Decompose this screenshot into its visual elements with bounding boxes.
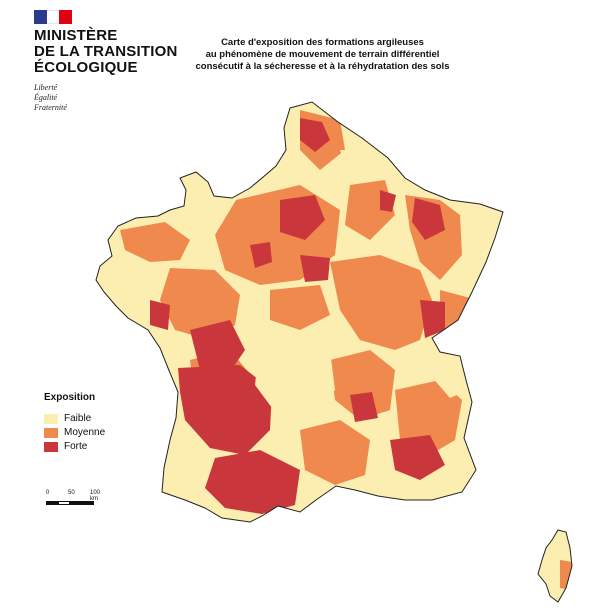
map-title: Carte d'exposition des formations argile… (180, 37, 465, 73)
scale-segment-3 (70, 501, 94, 505)
ministry-line-2: DE LA TRANSITION (34, 43, 178, 60)
scale-segments (46, 501, 94, 505)
legend-item-moyenne: Moyenne (44, 426, 105, 439)
legend: Exposition Faible Moyenne Forte (44, 392, 105, 454)
motto-line-2: Égalité (34, 93, 58, 102)
legend-label-moyenne: Moyenne (64, 427, 106, 438)
map-title-line-1: Carte d'exposition des formations argile… (221, 37, 424, 48)
ministry-line-3: ÉCOLOGIQUE (34, 59, 138, 76)
scale-label-0: 0 (46, 490, 50, 496)
map-title-line-3: consécutif à la sécheresse et à la réhyd… (195, 61, 450, 72)
legend-label-faible: Faible (64, 413, 92, 424)
republic-flag-logo (34, 10, 73, 24)
legend-swatch-moyenne (44, 427, 58, 438)
scale-labels: 0 50 100 km (46, 490, 100, 502)
scale-label-100: 100 km (90, 490, 101, 502)
ministry-name: MINISTÈRE DE LA TRANSITION ÉCOLOGIQUE (34, 28, 184, 76)
legend-item-forte: Forte (44, 440, 105, 453)
scale-bar: 0 50 100 km (46, 490, 100, 505)
legend-item-faible: Faible (44, 412, 105, 425)
scale-segment-2 (58, 501, 70, 505)
motto-line-3: Fraternité (34, 103, 67, 112)
legend-label-forte: Forte (64, 441, 88, 452)
republic-motto: Liberté Égalité Fraternité (34, 83, 67, 113)
motto-line-1: Liberté (34, 83, 58, 92)
legend-title: Exposition (44, 392, 96, 403)
legend-swatch-forte (44, 441, 58, 452)
ministry-line-1: MINISTÈRE (34, 27, 118, 44)
scale-segment-1 (46, 501, 58, 505)
scale-label-50: 50 (68, 490, 75, 496)
map-title-line-2: au phénomène de mouvement de terrain dif… (205, 49, 440, 60)
legend-swatch-faible (44, 413, 58, 424)
